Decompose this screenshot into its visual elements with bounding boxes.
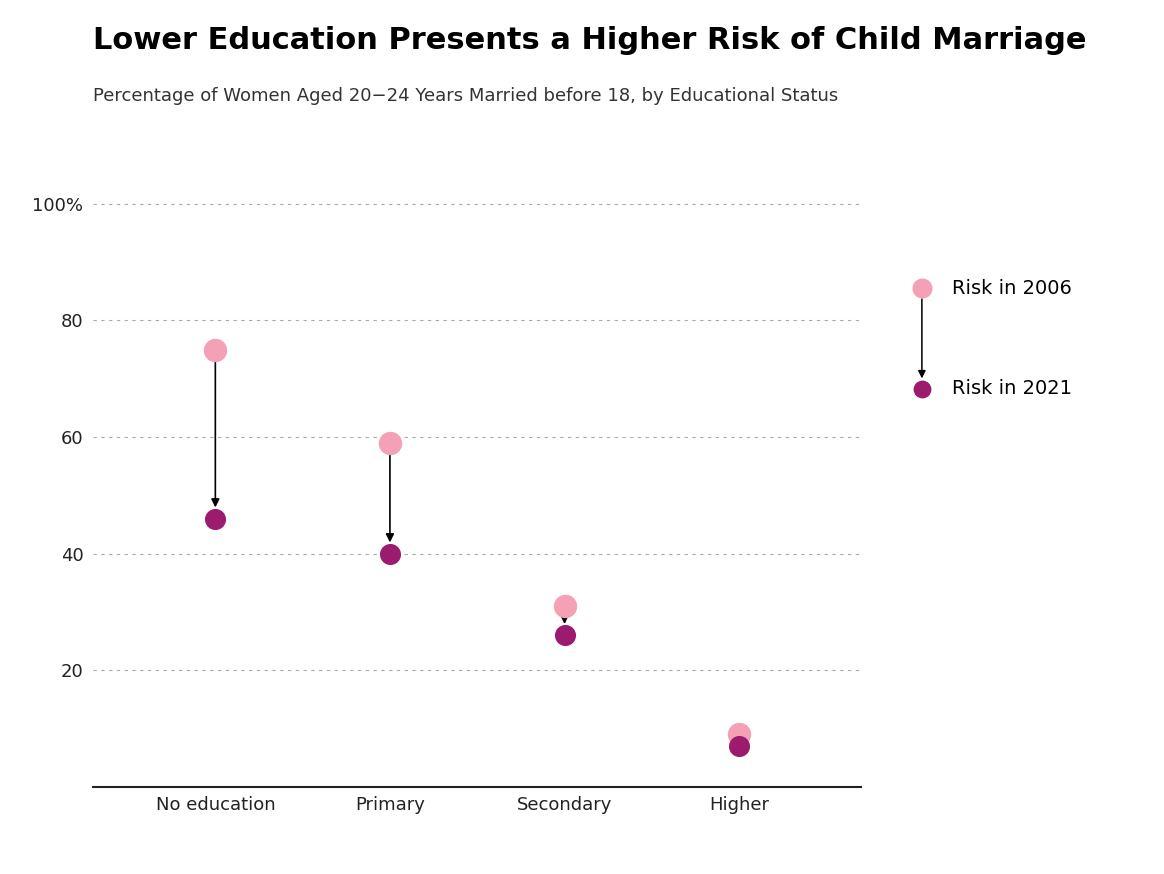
Text: Percentage of Women Aged 20−24 Years Married before 18, by Educational Status: Percentage of Women Aged 20−24 Years Mar… [93,87,838,106]
Point [206,343,225,357]
Point [913,382,931,396]
Text: Lower Education Presents a Higher Risk of Child Marriage: Lower Education Presents a Higher Risk o… [93,26,1087,55]
Point [730,739,748,753]
Text: Risk in 2006: Risk in 2006 [952,279,1072,298]
Point [555,628,574,642]
Point [555,599,574,613]
Point [730,727,748,741]
Text: Risk in 2021: Risk in 2021 [952,379,1072,399]
Point [206,511,225,525]
Point [381,546,399,560]
Point [913,281,931,295]
Point [381,436,399,450]
